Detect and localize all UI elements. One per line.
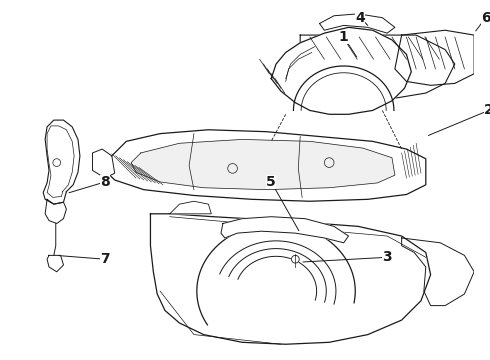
Text: 8: 8 — [100, 175, 110, 189]
Polygon shape — [300, 35, 455, 98]
Text: 3: 3 — [382, 250, 392, 264]
Polygon shape — [93, 149, 115, 178]
Text: 1: 1 — [339, 30, 348, 44]
Polygon shape — [47, 255, 64, 272]
Text: 5: 5 — [267, 175, 276, 189]
Text: 7: 7 — [100, 252, 110, 266]
Polygon shape — [43, 120, 80, 204]
Polygon shape — [402, 238, 474, 306]
Polygon shape — [150, 214, 431, 344]
Polygon shape — [221, 217, 348, 243]
Polygon shape — [131, 139, 395, 190]
Polygon shape — [45, 199, 66, 224]
Text: 2: 2 — [484, 103, 490, 117]
Polygon shape — [170, 201, 211, 214]
Polygon shape — [105, 130, 426, 201]
Polygon shape — [319, 14, 395, 33]
Text: 6: 6 — [481, 11, 490, 25]
Polygon shape — [271, 27, 411, 114]
Polygon shape — [395, 30, 474, 85]
Circle shape — [292, 255, 299, 263]
Text: 4: 4 — [355, 11, 365, 25]
